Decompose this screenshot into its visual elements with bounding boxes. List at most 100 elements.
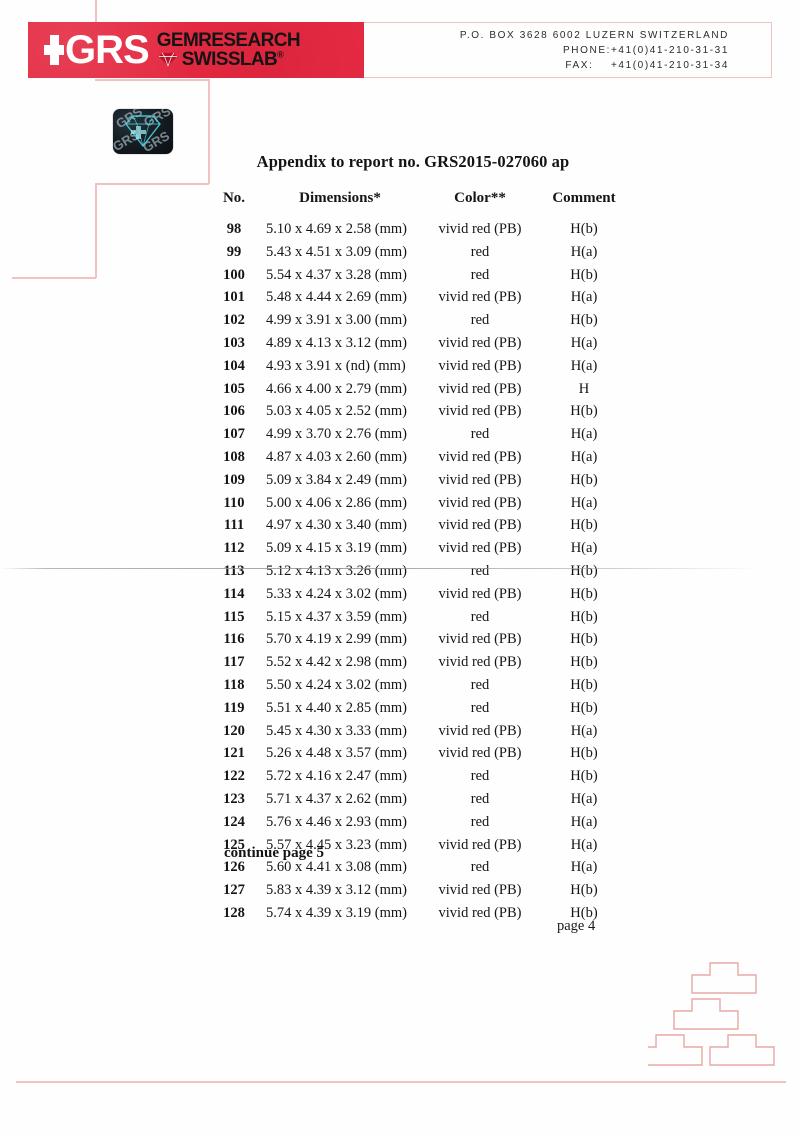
cell-dimensions: 4.99 x 3.70 x 2.76 (mm) — [266, 426, 407, 443]
cell-color: red — [470, 699, 490, 716]
cell-no: 119 — [223, 699, 245, 716]
cell-no: 117 — [223, 654, 245, 671]
cell-color: vivid red (PB) — [438, 540, 522, 557]
cell-color: red — [470, 790, 490, 807]
cell-dimensions: 4.97 x 4.30 x 3.40 (mm) — [266, 517, 407, 534]
cell-no: 106 — [223, 403, 245, 420]
table-row: 105 4.66 x 4.00 x 2.79 (mm) vivid red (PB)… — [212, 378, 632, 401]
table-row: 117 5.52 x 4.42 x 2.98 (mm) vivid red (PB)… — [212, 651, 632, 674]
cell-color: red — [470, 859, 490, 876]
column-header-dimensions: Dimensions* — [299, 190, 381, 206]
cell-no: 109 — [223, 471, 245, 488]
cell-dimensions: 5.03 x 4.05 x 2.52 (mm) — [266, 403, 407, 420]
table-row: 125 5.57 x 4.45 x 3.23 (mm) vivid red (PB)… — [212, 834, 632, 857]
contact-address: P.O. Box 3628 6002 Luzern Switzerland — [459, 29, 729, 41]
brand-initials: GRS — [65, 28, 150, 72]
cell-color: vivid red (PB) — [438, 904, 522, 921]
cell-color: vivid red (PB) — [438, 654, 522, 671]
cell-comment: H(b) — [570, 403, 598, 420]
cell-dimensions: 5.71 x 4.37 x 2.62 (mm) — [266, 790, 407, 807]
page-title: Appendix to report no. GRS2015-027060 ap — [256, 152, 570, 171]
cell-dimensions: 5.76 x 4.46 x 2.93 (mm) — [266, 813, 407, 830]
cell-color: vivid red (PB) — [438, 448, 522, 465]
cell-dimensions: 4.89 x 4.13 x 3.12 (mm) — [266, 334, 407, 351]
table-row: 120 5.45 x 4.30 x 3.33 (mm) vivid red (PB)… — [212, 720, 632, 743]
cell-comment: H(b) — [570, 312, 598, 329]
cell-color: red — [470, 676, 490, 693]
cell-comment: H(a) — [570, 426, 598, 443]
table-row: 106 5.03 x 4.05 x 2.52 (mm) vivid red (PB)… — [212, 400, 632, 423]
cell-dimensions: 4.87 x 4.03 x 2.60 (mm) — [266, 448, 407, 465]
cell-dimensions: 5.60 x 4.41 x 3.08 (mm) — [266, 859, 407, 876]
cell-no: 102 — [223, 312, 245, 329]
cell-no: 107 — [223, 426, 245, 443]
cell-comment: H(b) — [570, 699, 598, 716]
table-row: 109 5.09 x 3.84 x 2.49 (mm) vivid red (PB)… — [212, 469, 632, 492]
column-header-color: Color** — [454, 190, 506, 206]
watermark-line-top-stem — [95, 0, 97, 22]
page-number: page 4 — [557, 918, 596, 934]
cell-comment: H(b) — [570, 585, 598, 602]
table-row: 113 5.12 x 4.13 x 3.26 (mm) red H(b) — [212, 560, 632, 583]
cell-comment: H(b) — [570, 676, 598, 693]
table-row: 118 5.50 x 4.24 x 3.02 (mm) red H(b) — [212, 674, 632, 697]
table-row: 126 5.60 x 4.41 x 3.08 (mm) red H(a) — [212, 856, 632, 879]
cell-comment: H(b) — [570, 266, 598, 283]
cell-no: 123 — [223, 790, 245, 807]
cell-color: vivid red (PB) — [438, 221, 522, 237]
cell-dimensions: 5.48 x 4.44 x 2.69 (mm) — [266, 289, 407, 306]
cell-dimensions: 5.52 x 4.42 x 2.98 (mm) — [266, 654, 407, 671]
cell-no: 120 — [223, 722, 245, 739]
gem-data-table: No. Dimensions* Color** Comment 98 5.10 x… — [212, 190, 632, 925]
cell-no: 114 — [223, 585, 245, 602]
cell-color: red — [470, 243, 490, 260]
table-row: 128 5.74 x 4.39 x 3.19 (mm) vivid red (PB)… — [212, 902, 632, 925]
watermark-line-stem-left — [95, 183, 97, 278]
cell-no: 103 — [223, 334, 245, 351]
table-header-row: No. Dimensions* Color** Comment — [212, 190, 632, 218]
cell-comment: H(a) — [570, 859, 598, 876]
cell-dimensions: 5.50 x 4.24 x 3.02 (mm) — [266, 676, 407, 693]
table-row: 107 4.99 x 3.70 x 2.76 (mm) red H(a) — [212, 423, 632, 446]
cell-dimensions: 5.72 x 4.16 x 2.47 (mm) — [266, 768, 407, 785]
table-row: 124 5.76 x 4.46 x 2.93 (mm) red H(a) — [212, 811, 632, 834]
footer-rule — [16, 1081, 786, 1083]
cell-comment: H(b) — [570, 471, 598, 488]
cell-dimensions: 5.10 x 4.69 x 2.58 (mm) — [266, 221, 407, 237]
cell-dimensions: 5.70 x 4.19 x 2.99 (mm) — [266, 631, 407, 648]
cell-dimensions: 5.09 x 4.15 x 3.19 (mm) — [266, 540, 407, 557]
cell-dimensions: 5.33 x 4.24 x 3.02 (mm) — [266, 585, 407, 602]
cell-no: 110 — [223, 494, 245, 511]
cell-color: vivid red (PB) — [438, 357, 522, 374]
cell-no: 101 — [223, 289, 245, 306]
cell-comment: H(a) — [570, 289, 598, 306]
cell-comment: H(a) — [570, 357, 598, 374]
cell-no: 108 — [223, 448, 245, 465]
scan-fold-artifact — [0, 568, 760, 569]
cell-color: red — [470, 312, 490, 329]
cell-color: red — [470, 813, 490, 830]
cell-comment: H(b) — [570, 517, 598, 534]
cell-color: red — [470, 768, 490, 785]
table-row: 111 4.97 x 4.30 x 3.40 (mm) vivid red (PB)… — [212, 514, 632, 537]
cell-no: 127 — [223, 882, 245, 899]
cell-comment: H(a) — [570, 836, 598, 853]
table-row: 104 4.93 x 3.91 x (nd) (mm) vivid red (PB)… — [212, 355, 632, 378]
grs-logo: GRS GEMRESEARCH SWISSLAB® — [28, 22, 364, 78]
column-header-no: No. — [222, 190, 246, 206]
hologram-diamond-icon — [125, 115, 161, 148]
table-row: 114 5.33 x 4.24 x 3.02 (mm) vivid red (PB)… — [212, 583, 632, 606]
cell-no: 121 — [223, 745, 245, 762]
watermark-line-shoulder-top — [95, 79, 209, 81]
cell-no: 113 — [223, 562, 245, 579]
contact-block: P.O. Box 3628 6002 Luzern Switzerland Ph… — [364, 22, 772, 78]
cell-dimensions: 5.74 x 4.39 x 3.19 (mm) — [266, 904, 407, 921]
cell-color: vivid red (PB) — [438, 585, 522, 602]
cell-no: 112 — [223, 540, 245, 557]
table-row: 112 5.09 x 4.15 x 3.19 (mm) vivid red (PB)… — [212, 537, 632, 560]
table-row: 98 5.10 x 4.69 x 2.58 (mm) vivid red (PB) H… — [212, 218, 632, 241]
cell-color: vivid red (PB) — [438, 471, 522, 488]
cell-dimensions: 5.00 x 4.06 x 2.86 (mm) — [266, 494, 407, 511]
cell-color: red — [470, 426, 490, 443]
cell-dimensions: 5.45 x 4.30 x 3.33 (mm) — [266, 722, 407, 739]
